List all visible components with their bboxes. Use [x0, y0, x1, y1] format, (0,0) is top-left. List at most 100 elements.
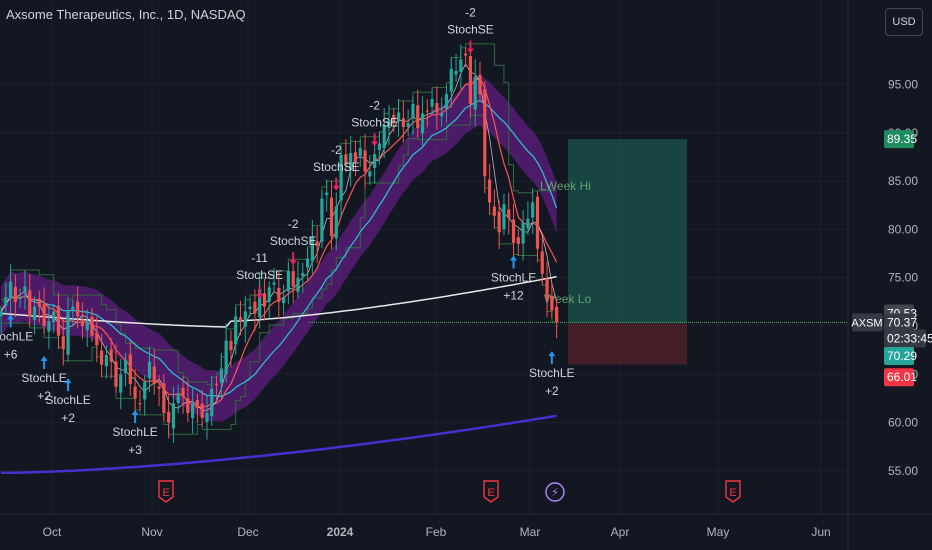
price-tag: 89.35 — [884, 130, 917, 149]
candle-body — [133, 386, 137, 399]
candle-body — [425, 110, 429, 112]
candle-body — [119, 374, 123, 393]
signal-label: StochLE — [45, 393, 90, 407]
candle-body — [95, 332, 99, 346]
candle-body — [0, 311, 3, 317]
candle-body — [435, 102, 439, 113]
earnings-icon: E — [483, 480, 499, 503]
profit-zone — [568, 139, 687, 324]
candle-body — [291, 271, 295, 287]
currency-button[interactable]: USD — [885, 8, 923, 36]
candle-body — [511, 219, 516, 243]
ma-ribbon — [1, 75, 557, 422]
time-axis[interactable]: Oct Nov Dec 2024 Feb Mar Apr May Jun — [0, 513, 932, 539]
price-tick-label: 80.00 — [888, 222, 918, 236]
candle-body — [214, 383, 219, 385]
candle-body — [123, 359, 128, 374]
time-tick-label: Jun — [811, 525, 830, 539]
candle-body — [401, 118, 405, 128]
candle-body — [305, 258, 310, 268]
candle-body — [387, 120, 391, 129]
short-signal: -2 StochSE — [313, 143, 360, 191]
signal-label: StochLE — [21, 371, 66, 385]
candle-body — [224, 340, 228, 375]
candle-body — [219, 368, 223, 383]
signal-label: StochLE — [0, 329, 33, 343]
candle-body — [13, 286, 17, 302]
candle-body — [420, 113, 425, 134]
candle-body — [531, 202, 535, 218]
candle-body — [478, 74, 482, 95]
short-signal: -2 StochSE — [447, 6, 494, 54]
long-signal: StochLE +3 — [112, 410, 158, 457]
candle-body — [540, 251, 544, 274]
price-tick-label: 95.00 — [888, 78, 918, 92]
candle-body — [23, 286, 27, 293]
candle-body — [555, 306, 559, 323]
marker-glyph: E — [162, 487, 169, 499]
candle-body — [42, 304, 46, 326]
candle-body — [52, 311, 56, 323]
time-tick-label: Dec — [237, 525, 258, 539]
candle-body — [128, 354, 132, 384]
candle-body — [104, 354, 108, 367]
candle-body — [315, 241, 319, 246]
price-tag-bg — [884, 130, 914, 149]
candle-body — [258, 289, 262, 318]
candle-body — [71, 306, 75, 310]
stop-zone — [568, 323, 687, 365]
earnings-badge — [725, 480, 741, 503]
week-low-label: Week Lo — [544, 292, 591, 306]
candle-body — [114, 361, 118, 387]
candle-body — [47, 321, 51, 332]
up-arrow-icon — [548, 351, 556, 365]
candle-body — [339, 155, 343, 201]
candle-body — [329, 197, 334, 237]
candle-body — [473, 76, 477, 110]
candle-body — [32, 306, 37, 320]
signal-label: StochSE — [447, 23, 494, 37]
price-axis[interactable]: 95.0090.0085.0080.0075.0070.0065.0060.00… — [847, 0, 918, 550]
time-tick-label: Oct — [43, 525, 62, 539]
candle-body — [416, 105, 420, 128]
long-signal: StochLE +2 — [529, 351, 575, 398]
time-tick-label: May — [707, 525, 730, 539]
candle-body — [550, 296, 554, 311]
dividend-badge — [545, 482, 565, 502]
candle-body — [181, 387, 185, 397]
strategy-signals: StochLE+6StochLE+2StochLE+2StochLE+3-11S… — [0, 6, 575, 457]
candle-body — [358, 148, 362, 157]
signal-label: StochLE — [491, 270, 536, 284]
down-arrow-icon — [332, 177, 340, 191]
ma-ribbon-band — [1, 75, 557, 422]
signal-label: +2 — [37, 389, 51, 403]
candle-body — [61, 336, 65, 350]
signal-label: -2 — [465, 6, 476, 20]
price-tick-label: 85.00 — [888, 174, 918, 188]
candle-body — [253, 301, 257, 314]
short-signal: -2 StochSE — [270, 217, 317, 266]
candle-body — [454, 70, 458, 75]
signal-label: -11 — [251, 251, 268, 265]
candle-body — [320, 198, 324, 242]
candle-body — [344, 154, 348, 165]
candle-body — [191, 403, 195, 419]
candle-body — [210, 388, 214, 417]
long-signal: StochLE +12 — [491, 255, 536, 302]
long-signal: StochLE +6 — [0, 314, 33, 361]
candle-body — [80, 319, 85, 326]
up-arrow-icon — [64, 378, 72, 392]
candle-body — [296, 277, 300, 293]
price-tag-bg — [884, 313, 914, 332]
symbol-tag: AXSM — [851, 313, 883, 332]
ma-slow-line — [1, 414, 557, 475]
up-arrow-icon — [7, 314, 15, 328]
candle-body — [186, 398, 190, 413]
candle-body — [411, 103, 415, 118]
time-tick-label: Apr — [611, 525, 630, 539]
candle-body — [28, 290, 32, 317]
candle-body — [205, 412, 209, 423]
candle-body — [138, 403, 142, 405]
